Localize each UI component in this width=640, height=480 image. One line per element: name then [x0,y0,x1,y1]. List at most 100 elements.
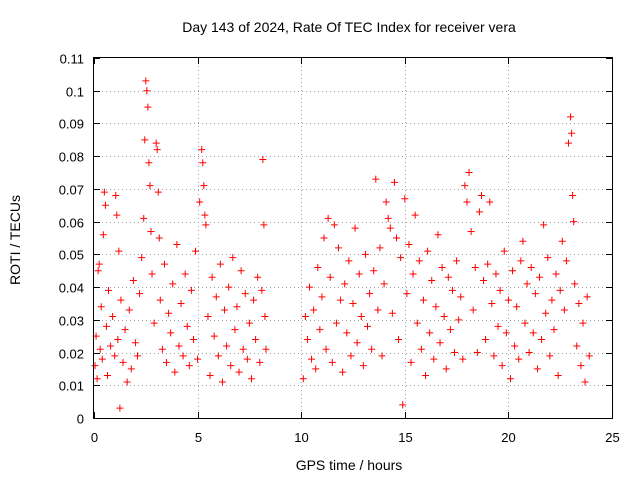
data-point [138,254,146,262]
data-point [330,221,338,229]
data-point [237,267,245,275]
data-point [169,280,177,288]
data-point [260,221,268,229]
data-point [359,362,367,370]
y-tick-label: 0.11 [60,52,84,67]
data-point [262,345,270,353]
data-point [504,296,512,304]
data-point [453,257,461,265]
data-point [310,306,318,314]
data-point [442,365,450,373]
data-point [378,352,386,360]
data-point [101,201,109,209]
data-point [523,280,531,288]
data-point [403,290,411,298]
data-point [430,355,438,363]
data-point [201,211,209,219]
data-point [231,326,239,334]
data-point [303,335,311,343]
data-point [320,234,328,242]
data-point [444,273,452,281]
data-point [347,352,355,360]
data-point [573,342,581,350]
data-point [482,335,490,343]
data-point [401,195,409,203]
data-point [562,257,570,265]
data-point [525,349,533,357]
data-point [210,332,218,340]
x-tick-label: 15 [398,430,412,445]
x-tick-label: 5 [195,430,202,445]
data-point [486,198,494,206]
data-point [140,214,148,222]
data-point [417,345,425,353]
data-point [521,319,529,327]
data-point [533,365,541,373]
data-point [337,296,345,304]
data-point [353,339,361,347]
data-point [550,326,558,334]
data-point [247,375,255,383]
data-point [511,342,519,350]
data-point [384,214,392,222]
data-point [554,371,562,379]
data-point [142,77,150,85]
y-tick-label: 0.1 [66,85,84,100]
data-point [96,345,104,353]
data-point [494,322,502,330]
data-point [227,362,235,370]
data-point [91,362,99,370]
data-point [448,286,456,294]
data-point [173,241,181,249]
data-point [569,191,577,199]
data-point [95,260,103,268]
data-point [548,296,556,304]
data-point [455,316,463,324]
y-axis-label: ROTI / TECUs [7,195,23,285]
data-point [194,355,202,363]
data-point [155,234,163,242]
data-point [459,355,467,363]
data-point [469,306,477,314]
data-point [413,319,421,327]
data-point [461,182,469,190]
data-point [156,296,164,304]
data-point [198,146,206,154]
data-point [424,247,432,255]
data-point [540,221,548,229]
data-point [567,113,575,121]
data-point [212,293,220,301]
data-point [143,87,151,95]
data-point [141,136,149,144]
data-point [312,365,320,373]
data-point [415,257,423,265]
data-point [366,290,374,298]
data-point [117,296,125,304]
y-tick-label: 0.07 [59,183,84,198]
data-point [115,247,123,255]
data-point [583,293,591,301]
data-point [214,352,222,360]
data-point [473,349,481,357]
data-point [316,326,324,334]
data-point [529,329,537,337]
data-point [382,198,390,206]
data-point [150,319,158,327]
data-point [171,368,179,376]
data-point [426,329,434,337]
data-point [432,303,440,311]
data-point [393,234,401,242]
data-point [158,345,166,353]
data-point [318,293,326,301]
data-point [581,378,589,386]
data-point [355,270,363,278]
data-point [134,352,142,360]
data-point [409,270,417,278]
data-point [343,329,351,337]
data-point [229,254,237,262]
data-point [218,378,226,386]
y-tick-label: 0.02 [59,347,84,362]
data-point [517,257,525,265]
data-point [513,303,521,311]
data-point [496,286,504,294]
